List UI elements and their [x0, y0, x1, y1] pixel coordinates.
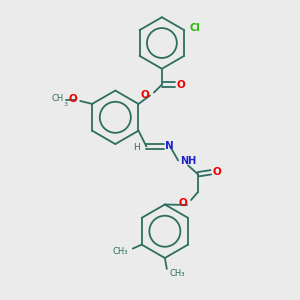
Text: O: O [177, 80, 185, 90]
Text: CH₃: CH₃ [170, 269, 185, 278]
Text: CH: CH [51, 94, 63, 103]
Text: O: O [178, 198, 187, 208]
Text: N: N [165, 140, 174, 151]
Text: H: H [133, 143, 140, 152]
Text: Cl: Cl [189, 23, 200, 33]
Text: CH₃: CH₃ [112, 247, 128, 256]
Text: 3: 3 [63, 102, 68, 107]
Text: O: O [68, 94, 77, 104]
Text: O: O [213, 167, 221, 177]
Text: NH: NH [180, 156, 196, 167]
Text: O: O [140, 89, 149, 100]
